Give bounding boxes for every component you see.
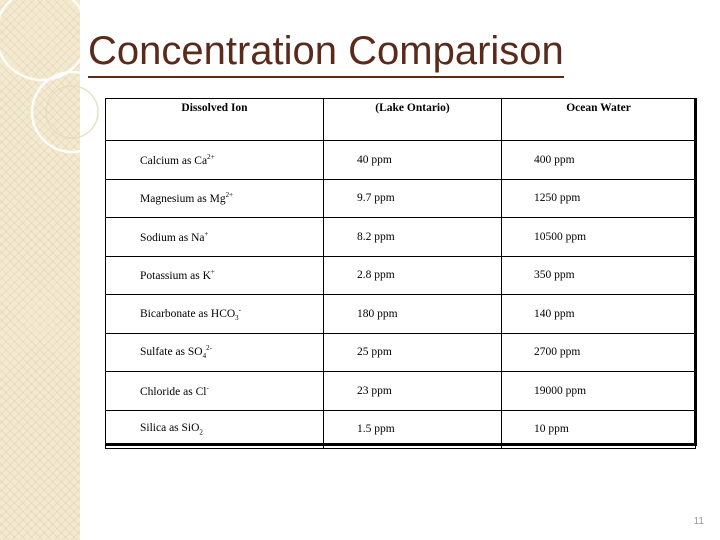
ocean-water-value: 140 ppm bbox=[501, 294, 696, 334]
header-dissolved-ion: Dissolved Ion bbox=[105, 98, 324, 141]
table-row: Calcium as Ca2+ 40 ppm 400 ppm bbox=[105, 140, 696, 180]
lake-ontario-value: 1.5 ppm bbox=[323, 409, 502, 449]
ocean-water-value: 2700 ppm bbox=[501, 332, 696, 372]
ion-subscript: 4 bbox=[202, 352, 207, 361]
ion-charge: - bbox=[206, 383, 209, 392]
table-header-row: Dissolved Ion (Lake Ontario) Ocean Water bbox=[105, 98, 696, 141]
ocean-water-value: 400 ppm bbox=[501, 140, 696, 180]
ion-cell: Sulfate as SO42- bbox=[105, 332, 324, 372]
lake-ontario-value: 2.8 ppm bbox=[323, 255, 502, 295]
table-row: Sulfate as SO42- 25 ppm 2700 ppm bbox=[105, 332, 696, 372]
ion-charge: 2+ bbox=[225, 191, 234, 200]
page-number: 11 bbox=[693, 516, 704, 527]
header-ocean-water: Ocean Water bbox=[501, 98, 696, 141]
ion-name: Calcium as Ca bbox=[140, 154, 208, 167]
ocean-water-value: 19000 ppm bbox=[501, 371, 696, 411]
lake-ontario-value: 9.7 ppm bbox=[323, 178, 502, 218]
ocean-water-value: 1250 ppm bbox=[501, 178, 696, 218]
lake-ontario-value: 180 ppm bbox=[323, 294, 502, 334]
lake-ontario-value: 25 ppm bbox=[323, 332, 502, 372]
ion-cell: Magnesium as Mg2+ bbox=[105, 178, 324, 218]
ion-charge: 2+ bbox=[207, 152, 215, 161]
ocean-water-value: 350 ppm bbox=[501, 255, 696, 295]
ion-cell: Potassium as K+ bbox=[105, 255, 324, 295]
ion-name: Sulfate as SO bbox=[140, 346, 203, 359]
ion-charge: + bbox=[210, 268, 215, 277]
ion-name: Sodium as Na bbox=[140, 231, 205, 244]
table-row: Magnesium as Mg2+ 9.7 ppm 1250 ppm bbox=[105, 178, 696, 218]
ocean-water-value: 10 ppm bbox=[501, 409, 696, 449]
ion-charge: - bbox=[238, 305, 242, 314]
table-row: Chloride as Cl- 23 ppm 19000 ppm bbox=[105, 371, 696, 411]
ion-subscript: 3 bbox=[235, 313, 239, 322]
comparison-table-container: Dissolved Ion (Lake Ontario) Ocean Water… bbox=[105, 98, 697, 449]
slide-title: Concentration Comparison bbox=[88, 28, 564, 78]
table-row: Bicarbonate as HCO3- 180 ppm 140 ppm bbox=[105, 294, 696, 334]
ion-name: Bicarbonate as HCO bbox=[140, 307, 236, 320]
lake-ontario-value: 23 ppm bbox=[323, 371, 502, 411]
concentration-table: Dissolved Ion (Lake Ontario) Ocean Water… bbox=[105, 98, 696, 449]
ion-name: Silica as SiO bbox=[140, 422, 200, 435]
ion-name: Potassium as K bbox=[140, 270, 211, 283]
table-row: Sodium as Na+ 8.2 ppm 10500 ppm bbox=[105, 217, 696, 257]
ion-charge: 2- bbox=[206, 344, 212, 353]
ocean-water-value: 10500 ppm bbox=[501, 217, 696, 257]
table-row: Silica as SiO2 1.5 ppm 10 ppm bbox=[105, 409, 696, 449]
ion-cell: Bicarbonate as HCO3- bbox=[105, 294, 324, 334]
ion-cell: Silica as SiO2 bbox=[105, 409, 324, 449]
ion-charge: + bbox=[204, 229, 209, 238]
ion-subscript: 2 bbox=[199, 428, 203, 437]
ion-name: Magnesium as Mg bbox=[140, 193, 226, 206]
ion-cell: Sodium as Na+ bbox=[105, 217, 324, 257]
ion-cell: Chloride as Cl- bbox=[105, 371, 324, 411]
ion-name: Chloride as Cl bbox=[140, 385, 207, 398]
table-row: Potassium as K+ 2.8 ppm 350 ppm bbox=[105, 255, 696, 295]
lake-ontario-value: 40 ppm bbox=[323, 140, 502, 180]
lake-ontario-value: 8.2 ppm bbox=[323, 217, 502, 257]
decorative-side-strip bbox=[0, 0, 80, 540]
ion-cell: Calcium as Ca2+ bbox=[105, 140, 324, 180]
header-lake-ontario: (Lake Ontario) bbox=[323, 98, 502, 141]
